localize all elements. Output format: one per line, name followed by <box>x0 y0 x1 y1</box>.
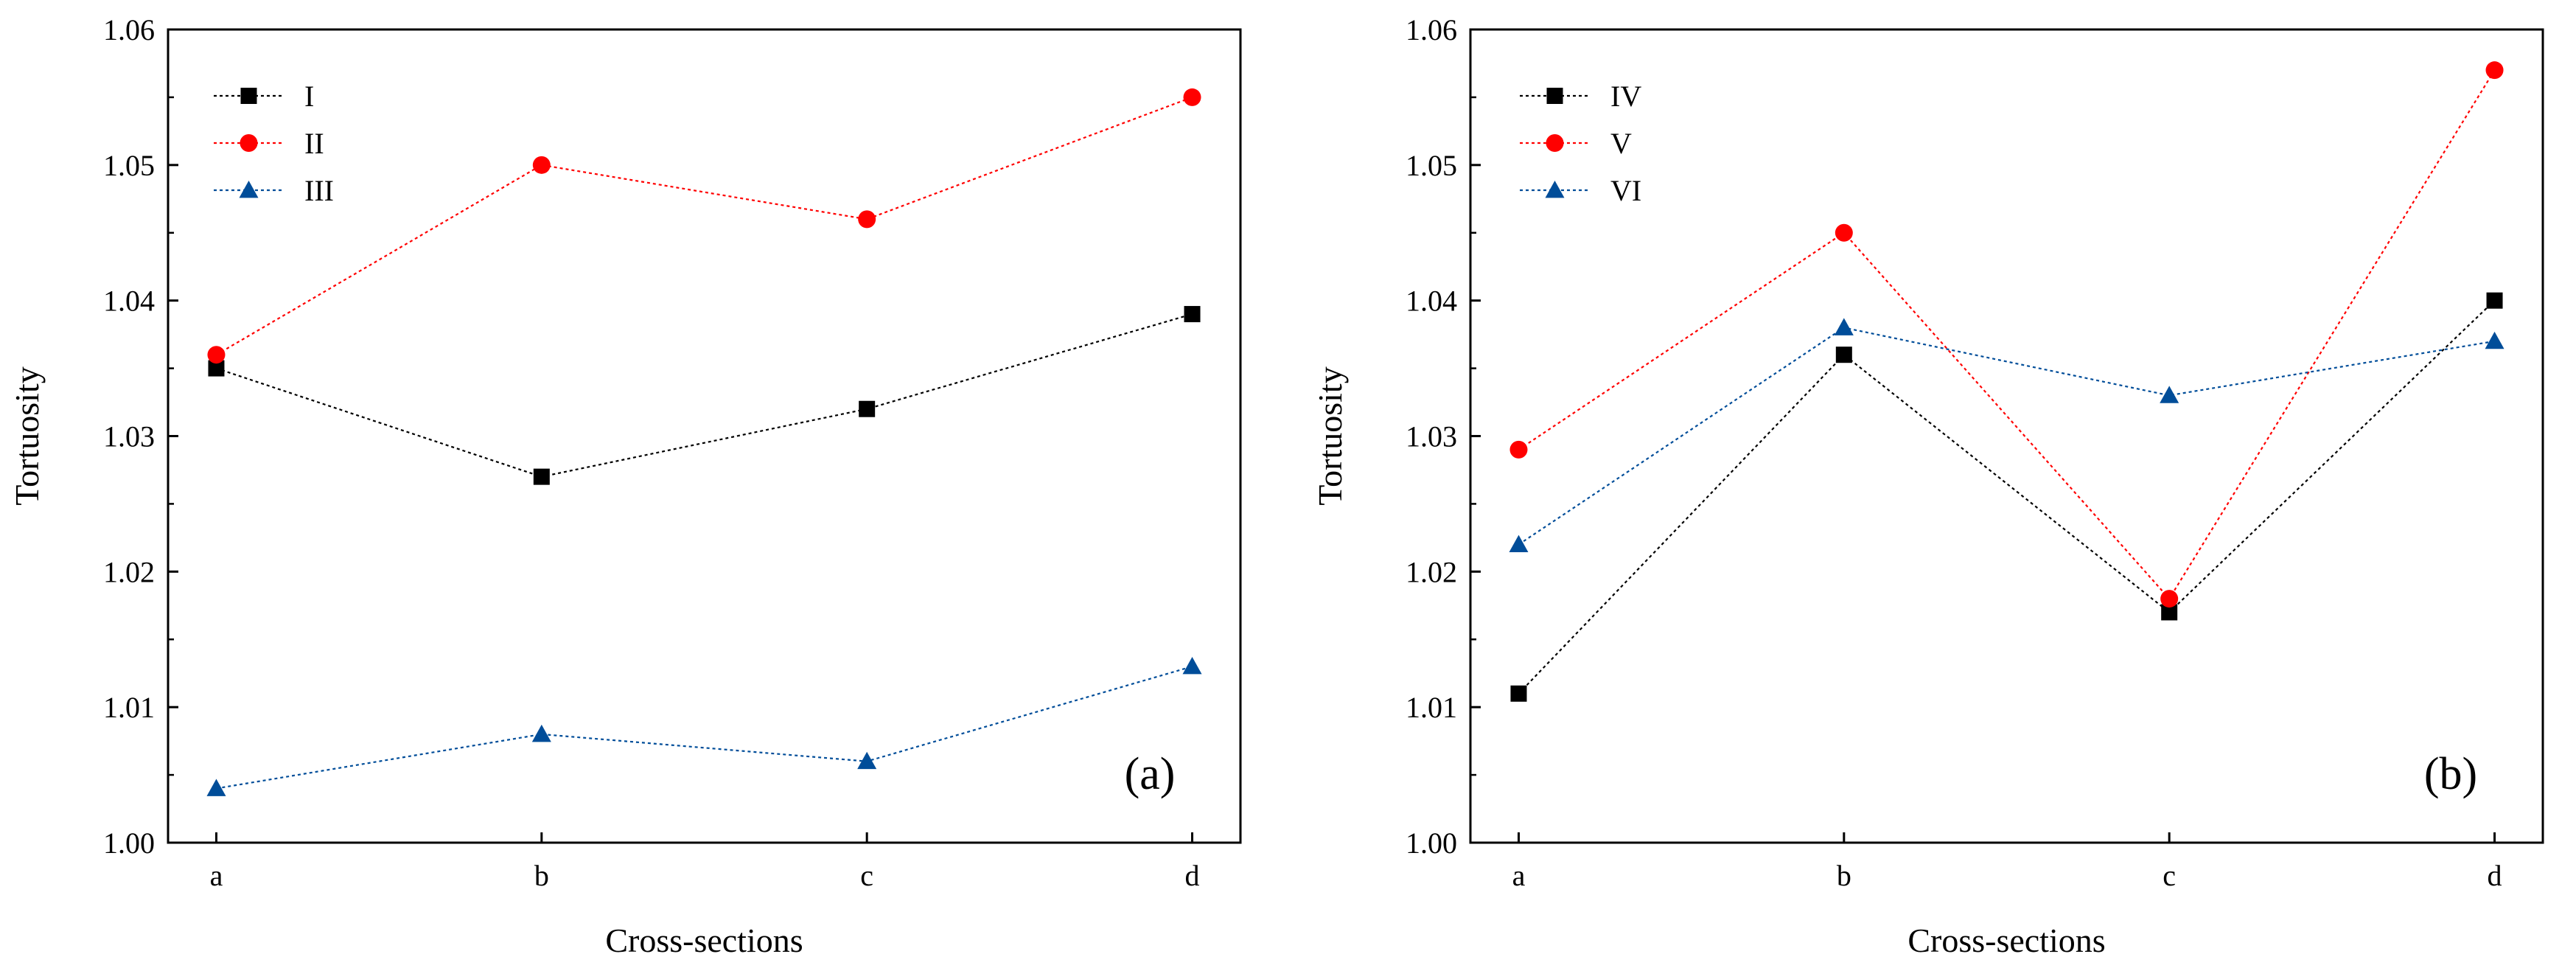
y-tick-label: 1.03 <box>103 420 155 453</box>
series-IV <box>1510 292 2503 702</box>
y-tick-label: 1.03 <box>1406 420 1457 453</box>
data-point <box>208 360 225 377</box>
data-point <box>1184 306 1201 323</box>
legend: IV V VI <box>1520 80 1641 207</box>
legend-marker <box>1546 134 1564 152</box>
chart-panel-a: 1.00 1.01 1.02 1.03 1.04 1.05 1.06 a b c d Cross-se… <box>8 13 1242 959</box>
y-tick-label: 1.06 <box>1406 13 1457 46</box>
y-tick-label: 1.02 <box>103 555 155 588</box>
data-point <box>532 156 551 174</box>
series-II <box>207 88 1201 364</box>
data-point <box>2160 386 2179 403</box>
y-tick-label: 1.01 <box>1406 691 1457 724</box>
legend-marker <box>240 134 258 152</box>
data-point <box>207 346 226 364</box>
x-tick-label: c <box>860 859 873 892</box>
data-point <box>1509 535 1529 552</box>
y-axis-title: Tortuosity <box>1311 366 1349 505</box>
x-tick-label: b <box>1837 859 1851 892</box>
data-point <box>857 751 877 770</box>
y-tick-label: 1.00 <box>103 826 155 860</box>
y-tick-label: 1.04 <box>1406 285 1457 318</box>
legend-marker <box>1545 181 1565 198</box>
x-tick-label: a <box>1512 859 1526 892</box>
legend-marker <box>240 88 257 104</box>
data-point <box>2161 604 2178 621</box>
legend-label: VI <box>1610 174 1641 207</box>
x-tick-label: a <box>210 859 223 892</box>
data-point <box>1834 318 1854 335</box>
legend-marker <box>239 181 259 198</box>
x-tick-label: d <box>1185 859 1200 892</box>
chart-panel-b: 1.00 1.01 1.02 1.03 1.04 1.05 1.06 a b c d Cross-se… <box>1311 13 2544 959</box>
series-line <box>216 665 1193 790</box>
legend-label: V <box>1610 127 1632 160</box>
data-point <box>2485 61 2504 80</box>
series-III <box>206 657 1202 796</box>
data-point <box>2160 590 2179 608</box>
data-point <box>1510 685 1527 702</box>
x-axis-title: Cross-sections <box>605 922 803 959</box>
data-point <box>859 400 876 417</box>
series-line <box>215 96 1193 356</box>
data-point <box>1183 88 1201 106</box>
x-axis-title: Cross-sections <box>1907 922 2105 959</box>
series-V <box>1509 61 2504 608</box>
plot-frame <box>167 28 1242 844</box>
y-tick-label: 1.05 <box>103 149 155 182</box>
y-tick-label: 1.04 <box>103 285 155 318</box>
series-line <box>1518 327 2495 546</box>
series-line <box>216 313 1193 478</box>
x-tick-label: c <box>2163 859 2176 892</box>
y-tick-label: 1.01 <box>103 691 155 724</box>
legend-label: IV <box>1610 80 1641 113</box>
y-tick-label: 1.06 <box>103 13 155 46</box>
series-line <box>1518 69 2496 600</box>
data-point <box>206 779 226 796</box>
y-tick-label: 1.02 <box>1406 555 1457 588</box>
legend-marker <box>1546 88 1563 104</box>
y-axis-title: Tortuosity <box>8 366 46 505</box>
data-point <box>531 724 551 742</box>
series-line <box>1518 299 2496 694</box>
x-tick-label: b <box>534 859 549 892</box>
y-tick-label: 1.00 <box>1406 826 1457 860</box>
data-point <box>1182 657 1202 675</box>
data-point <box>858 210 876 229</box>
data-point <box>533 468 550 485</box>
data-point <box>2485 331 2505 349</box>
legend-label: I <box>304 80 314 113</box>
series-VI <box>1509 318 2505 552</box>
panel-label: (b) <box>2424 749 2477 799</box>
data-point <box>1835 223 1853 242</box>
data-point <box>2486 292 2503 309</box>
legend-label: III <box>304 174 334 207</box>
data-point <box>1835 347 1852 363</box>
legend-label: II <box>304 127 324 160</box>
series-I <box>208 306 1201 485</box>
panel-label: (a) <box>1125 749 1176 799</box>
y-tick-label: 1.05 <box>1406 149 1457 182</box>
x-tick-label: d <box>2488 859 2502 892</box>
data-point <box>1509 440 1528 459</box>
